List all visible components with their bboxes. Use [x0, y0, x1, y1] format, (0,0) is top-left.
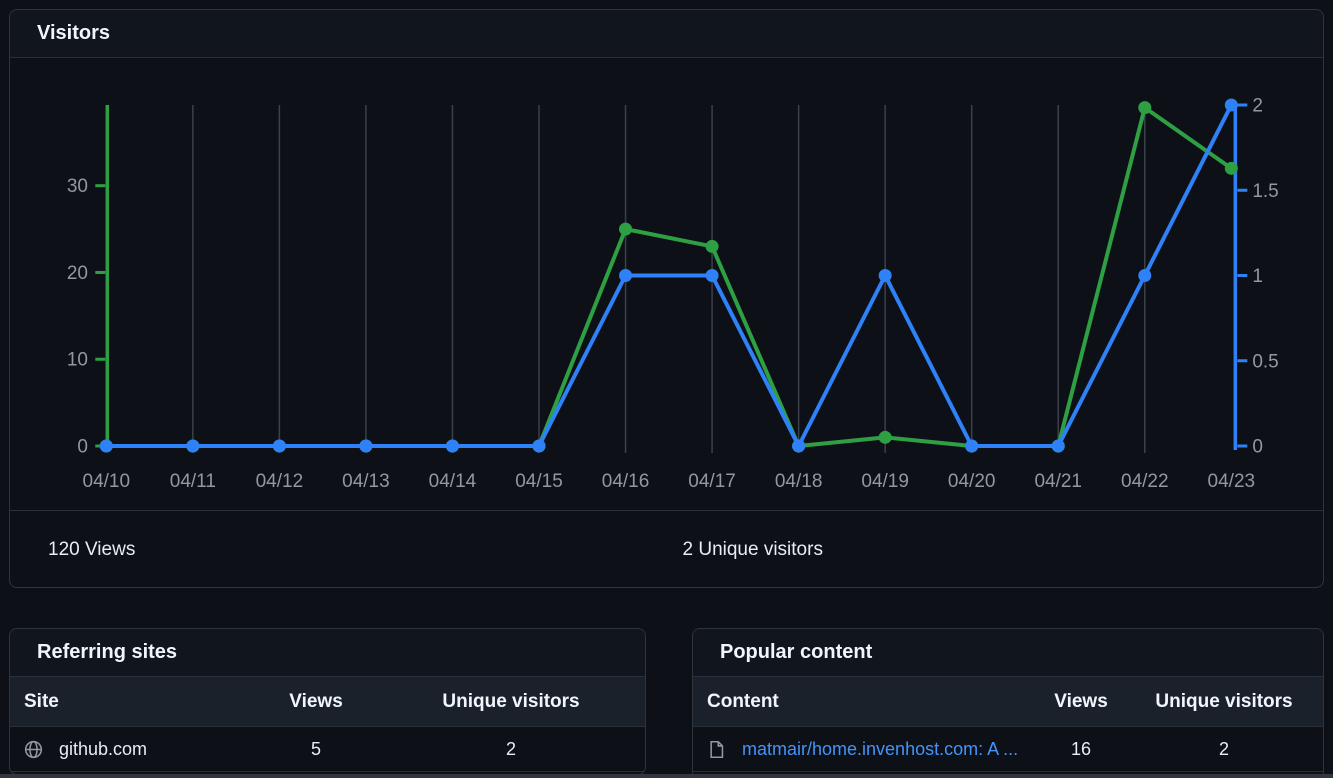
svg-text:04/19: 04/19: [861, 471, 909, 492]
table-row: github.com 5 2: [10, 727, 645, 772]
unique-visitors-summary: 2 Unique visitors: [682, 539, 823, 560]
svg-text:10: 10: [67, 350, 88, 371]
popular-content-table-header: Content Views Unique visitors: [693, 677, 1323, 727]
referring-sites-header: Referring sites: [10, 629, 645, 677]
svg-text:1.5: 1.5: [1252, 181, 1278, 202]
popular-content-link[interactable]: matmair/home.invenhost.com: A ...: [742, 738, 1019, 759]
svg-text:04/20: 04/20: [948, 471, 996, 492]
file-icon: [707, 740, 726, 759]
visitors-card: Visitors 0 10 20 30 0 0.5 1 1.5 2 04/10 04/11 04/12…: [9, 9, 1324, 588]
svg-text:04/12: 04/12: [256, 471, 304, 492]
svg-text:20: 20: [67, 263, 88, 284]
column-views: Views: [289, 690, 343, 712]
svg-text:04/23: 04/23: [1208, 471, 1256, 492]
popular-content-views: 16: [1070, 738, 1092, 759]
globe-icon: [24, 740, 43, 759]
svg-text:0.5: 0.5: [1252, 351, 1278, 372]
referring-sites-table-header: Site Views Unique visitors: [10, 677, 645, 727]
popular-content-header: Popular content: [693, 629, 1323, 677]
column-unique-visitors: Unique visitors: [442, 690, 580, 712]
svg-text:30: 30: [67, 176, 88, 197]
table-row: matmair/home.invenhost.com: A ... 16 2: [693, 727, 1323, 772]
svg-text:04/13: 04/13: [342, 471, 390, 492]
svg-text:04/17: 04/17: [688, 471, 736, 492]
svg-text:0: 0: [77, 437, 88, 458]
views-summary: 120 Views: [48, 539, 136, 560]
svg-text:04/15: 04/15: [515, 471, 563, 492]
referring-site-unique: 2: [505, 738, 516, 759]
column-content: Content: [707, 690, 779, 712]
svg-text:04/21: 04/21: [1034, 471, 1082, 492]
referring-sites-card: Referring sites Site Views Unique visito…: [9, 628, 646, 775]
bottom-divider-strip: [0, 774, 1333, 778]
visitors-line-chart: 0 10 20 30 0 0.5 1 1.5 2 04/10 04/11 04/12 04/13 04/1…: [67, 96, 1279, 493]
visitors-title: Visitors: [37, 22, 110, 44]
referring-site-name: github.com: [59, 738, 148, 759]
svg-text:0: 0: [1252, 437, 1263, 458]
svg-text:04/14: 04/14: [429, 471, 477, 492]
svg-text:04/10: 04/10: [83, 471, 131, 492]
svg-text:1: 1: [1252, 266, 1263, 287]
popular-content-unique: 2: [1218, 738, 1229, 759]
popular-content-card: Popular content Content Views Unique vis…: [692, 628, 1324, 778]
popular-content-title: Popular content: [720, 641, 873, 663]
svg-text:2: 2: [1252, 96, 1263, 117]
referring-sites-title: Referring sites: [37, 641, 178, 663]
visitors-card-header: Visitors: [10, 10, 1323, 58]
svg-text:04/11: 04/11: [170, 471, 216, 492]
column-site: Site: [24, 690, 59, 712]
referring-site-views: 5: [310, 738, 321, 759]
column-views: Views: [1054, 690, 1108, 712]
visitors-chart: 0 10 20 30 0 0.5 1 1.5 2 04/10 04/11 04/12 04/13 04/1…: [10, 58, 1323, 510]
svg-text:04/22: 04/22: [1121, 471, 1169, 492]
column-unique-visitors: Unique visitors: [1155, 690, 1293, 712]
svg-text:04/18: 04/18: [775, 471, 823, 492]
svg-text:04/16: 04/16: [602, 471, 650, 492]
visitors-summary-bar: 120 Views 2 Unique visitors: [10, 510, 1323, 587]
